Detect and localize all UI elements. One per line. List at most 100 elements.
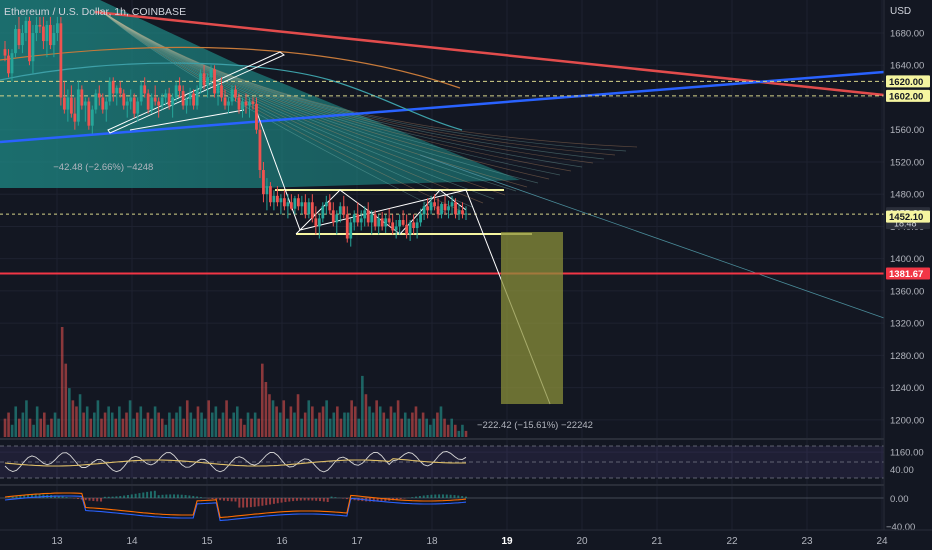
price-badge: [886, 75, 930, 88]
candle-body: [422, 206, 426, 215]
macd-hist-bar: [276, 498, 279, 504]
volume-bar: [450, 418, 454, 437]
volume-bar: [78, 394, 82, 437]
candle-body: [213, 69, 216, 94]
macd-line: [4, 495, 467, 522]
candle-body: [293, 198, 297, 209]
candle-body: [338, 206, 342, 215]
candle-body: [276, 195, 279, 203]
volume-bar: [264, 382, 268, 437]
macd-hist-bar: [334, 497, 337, 498]
price-axis[interactable]: [884, 0, 932, 530]
volume-bar: [328, 418, 332, 437]
macd-hist-bar: [165, 494, 168, 498]
time-axis[interactable]: [0, 530, 932, 550]
volume-bar: [3, 418, 7, 437]
macd-hist-bar: [111, 496, 114, 498]
candle-body: [342, 206, 346, 215]
macd-axis-label: −40.00: [886, 522, 915, 533]
macd-hist-bar: [100, 498, 103, 502]
candle-body: [394, 226, 398, 231]
candle-body: [122, 93, 126, 106]
macd-signal-line: [4, 492, 467, 519]
volume-bar: [143, 418, 146, 437]
volume-bar: [128, 400, 132, 437]
volume-bar: [210, 412, 214, 437]
macd-hist-bar: [445, 494, 448, 498]
fan-line: [99, 9, 561, 176]
candle-body: [457, 210, 461, 215]
candle-body: [157, 101, 161, 106]
price-badge: [886, 210, 930, 223]
candle-body: [174, 85, 178, 98]
candle-body: [450, 202, 454, 207]
candle-body: [178, 85, 182, 92]
candle-body: [356, 214, 360, 223]
macd-axis-label: 0.00: [890, 494, 909, 505]
rsi-line: [4, 451, 467, 473]
macd-hist-bar: [311, 498, 314, 501]
candle-body: [314, 218, 318, 227]
volume-bar: [153, 406, 157, 437]
candle-body: [59, 23, 63, 98]
volume-bar: [361, 375, 364, 437]
candle-body: [7, 55, 10, 74]
macd-hist-bar: [30, 494, 33, 498]
target-projection-box: [501, 232, 563, 404]
volume-bar: [350, 400, 353, 437]
candle-body: [398, 219, 402, 227]
macd-hist-bar: [288, 498, 291, 502]
volume-bar: [28, 418, 32, 437]
volume-bar: [418, 418, 421, 437]
volume-bar: [303, 412, 307, 437]
volume-bar: [168, 412, 171, 437]
candle-body: [241, 101, 244, 110]
volume-bar: [239, 418, 243, 437]
candle-body: [387, 218, 391, 223]
candle-body: [255, 103, 258, 130]
candle-body: [185, 99, 189, 106]
macd-hist-bar: [192, 495, 195, 498]
macd-hist-bar: [319, 498, 322, 502]
volume-bar: [146, 412, 150, 437]
fan-line: [99, 9, 572, 172]
candle-body: [282, 198, 286, 207]
volume-bar: [139, 406, 143, 437]
volume-bar: [325, 400, 328, 437]
candle-body: [101, 97, 105, 110]
volume-bar: [32, 424, 35, 437]
macd-hist-bar: [7, 497, 10, 498]
volume-bar: [235, 406, 239, 437]
volume-bar: [271, 400, 275, 437]
candle-body: [426, 206, 429, 211]
volume-bar: [89, 418, 93, 437]
macd-hist-bar: [265, 498, 268, 506]
volume-bar: [289, 406, 293, 437]
candle-body: [118, 87, 122, 94]
candle-body: [227, 101, 230, 106]
macd-hist-bar: [180, 494, 183, 498]
candle-body: [352, 214, 356, 223]
volume-bar: [132, 418, 135, 437]
candle-body: [265, 186, 269, 195]
macd-hist-bar: [11, 496, 14, 498]
candle-body: [248, 101, 251, 106]
volume-bar: [35, 406, 39, 437]
macd-pane-background: [0, 486, 884, 530]
candle-body: [202, 73, 206, 86]
volume-bar: [278, 412, 282, 437]
teal-thin-trendline: [419, 154, 885, 319]
price-badge: [886, 267, 930, 280]
volume-bar: [443, 418, 446, 437]
annotation-label: −222.42 (−15.61%) −22242: [477, 420, 593, 431]
candle-body: [220, 85, 223, 98]
volume-bar: [293, 412, 296, 437]
macd-hist-bar: [426, 495, 429, 498]
volume-bar: [96, 400, 100, 437]
volume-bar: [189, 412, 193, 437]
time-tick-label: 20: [576, 536, 588, 547]
candle-body: [230, 89, 234, 102]
time-tick-label: 15: [201, 536, 213, 547]
candle-body: [80, 89, 84, 106]
